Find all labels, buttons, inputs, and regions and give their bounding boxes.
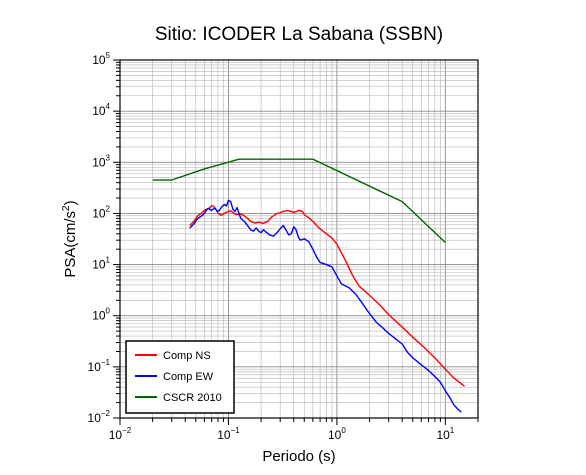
- plot-frame: [119, 59, 479, 419]
- x-tick-base: 10: [217, 428, 231, 442]
- y-axis-label-main: PSA(cm/s: [62, 211, 79, 278]
- y-tick-exponent: 3: [106, 153, 111, 162]
- y-tick-label: 100: [92, 307, 110, 323]
- x-tick-exponent: 1: [450, 426, 455, 435]
- y-tick-label: 103: [92, 153, 110, 169]
- y-tick-base: 10: [88, 360, 102, 374]
- y-tick-base: 10: [92, 155, 106, 169]
- y-tick-label: 10−1: [88, 358, 111, 374]
- y-tick-base: 10: [92, 309, 106, 323]
- y-tick-base: 10: [88, 411, 102, 425]
- chart-title: Sitio: ICODER La Sabana (SSBN): [155, 24, 443, 45]
- x-axis-label: Periodo (s): [262, 448, 335, 465]
- y-axis-label: PSA(cm/s2): [61, 200, 79, 277]
- y-tick-base: 10: [92, 206, 106, 220]
- y-axis-label-sup: 2: [61, 205, 72, 211]
- x-tick-label: 10−1: [217, 426, 240, 442]
- x-tick-exponent: 0: [341, 426, 346, 435]
- y-tick-label: 102: [92, 204, 110, 220]
- y-tick-exponent: 1: [106, 256, 111, 265]
- y-tick-base: 10: [92, 258, 106, 272]
- y-tick-label: 10−2: [88, 409, 111, 425]
- y-tick-label: 101: [92, 256, 110, 272]
- x-tick-exponent: −2: [122, 426, 132, 435]
- x-tick-base: 10: [109, 428, 123, 442]
- x-tick-label: 10−2: [109, 426, 132, 442]
- x-tick-labels: 10−2 10−1 100 101: [109, 426, 455, 442]
- y-tick-base: 10: [92, 53, 106, 67]
- x-tick-base: 10: [328, 428, 342, 442]
- tick-marks: [113, 59, 479, 425]
- x-tick-exponent: −1: [231, 426, 241, 435]
- x-tick-base: 10: [436, 428, 450, 442]
- legend: Comp NS Comp EW CSCR 2010: [125, 340, 235, 414]
- y-tick-base: 10: [92, 104, 106, 118]
- series-line-2: [189, 199, 462, 413]
- y-tick-exponent: 2: [106, 204, 111, 213]
- legend-label-2: Comp EW: [163, 371, 214, 383]
- y-tick-exponent: 4: [106, 102, 111, 111]
- series-line-3: [152, 158, 446, 244]
- y-tick-exponent: −1: [101, 358, 111, 367]
- x-tick-label: 101: [436, 426, 454, 442]
- y-tick-label: 104: [92, 102, 110, 118]
- series-layer: [152, 158, 465, 413]
- y-axis-label-close: ): [62, 200, 79, 205]
- y-tick-exponent: −2: [101, 409, 111, 418]
- y-tick-exponent: 0: [106, 307, 111, 316]
- legend-label-1: Comp NS: [163, 350, 211, 362]
- y-tick-label: 105: [92, 51, 110, 67]
- y-tick-exponent: 5: [106, 51, 111, 60]
- legend-label-3: CSCR 2010: [163, 392, 222, 404]
- x-tick-label: 100: [328, 426, 346, 442]
